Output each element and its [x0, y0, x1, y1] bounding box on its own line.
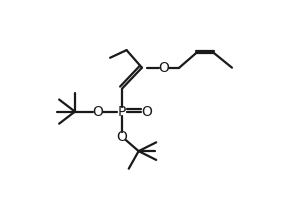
Text: O: O: [141, 105, 152, 119]
Text: O: O: [158, 61, 169, 75]
Text: O: O: [93, 105, 103, 119]
Text: O: O: [117, 130, 128, 144]
Text: P: P: [118, 105, 126, 119]
